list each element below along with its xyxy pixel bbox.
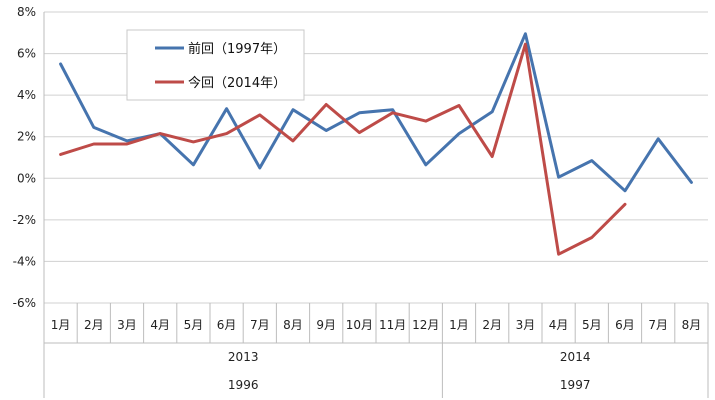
x-axis: 1月 2月 3月 4月 5月 6月 7月 8月 9月 10月 11月 12月 1月 2月 3月 4月 5月 6月 7…	[43, 303, 709, 398]
x-tick-label: 12月	[412, 318, 439, 332]
x-tick-label: 3月	[516, 318, 536, 332]
x-tick-label: 6月	[615, 318, 635, 332]
x-tick-label: 2月	[482, 318, 502, 332]
x-tick-label: 4月	[150, 318, 170, 332]
x-tick-label: 1月	[51, 318, 71, 332]
x-tick-label: 10月	[346, 318, 373, 332]
x-tick-label: 8月	[682, 318, 702, 332]
y-tick-label: 6%	[17, 47, 36, 61]
year-group-label: 1997	[560, 378, 591, 392]
year-group-label: 2014	[560, 350, 591, 364]
legend: 前回（1997年） 今回（2014年）	[126, 29, 305, 101]
legend-box	[126, 29, 305, 101]
y-tick-label: 2%	[17, 130, 36, 144]
y-tick-label: 8%	[17, 5, 36, 19]
x-tick-label: 6月	[217, 318, 237, 332]
legend-label: 前回（1997年）	[188, 41, 286, 57]
x-tick-label: 3月	[117, 318, 137, 332]
y-tick-label: -2%	[13, 213, 36, 227]
series-line-1	[59, 32, 693, 193]
x-tick-label: 4月	[549, 318, 569, 332]
year-group-label: 1996	[228, 378, 259, 392]
x-tick-label: 1月	[449, 318, 469, 332]
y-tick-label: -6%	[13, 296, 36, 310]
y-tick-label: 0%	[17, 171, 36, 185]
legend-label: 今回（2014年）	[188, 75, 286, 91]
series-line-2	[59, 42, 627, 256]
y-tick-label: -4%	[13, 254, 36, 268]
x-tick-label: 5月	[184, 318, 204, 332]
x-tick-label: 7月	[648, 318, 668, 332]
x-tick-label: 7月	[250, 318, 270, 332]
x-tick-label: 5月	[582, 318, 602, 332]
x-tick-label: 2月	[84, 318, 104, 332]
x-tick-label: 11月	[379, 318, 406, 332]
y-axis: -6% -4% -2% 0% 2% 4% 6% 8%	[13, 5, 45, 398]
series-lines	[59, 32, 693, 256]
x-tick-label: 9月	[316, 318, 336, 332]
year-group-label: 2013	[228, 350, 259, 364]
y-tick-label: 4%	[17, 88, 36, 102]
x-tick-label: 8月	[283, 318, 303, 332]
